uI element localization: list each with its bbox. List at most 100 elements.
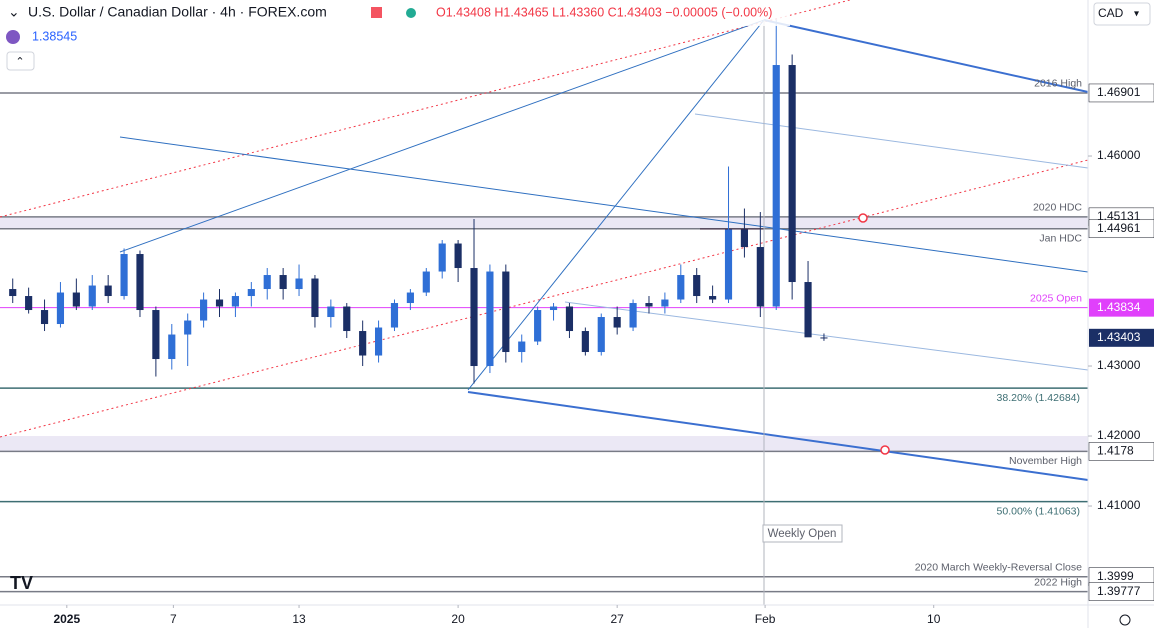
y-tick-label: 1.43000	[1097, 358, 1141, 372]
x-tick-label: 2025	[53, 612, 80, 626]
trend-line	[564, 301, 1089, 371]
candle-body	[661, 299, 669, 307]
y-tick-label: 1.42000	[1097, 428, 1141, 442]
candle-body	[390, 303, 399, 328]
level-label: 2025 Open	[1030, 292, 1082, 304]
candle-body	[613, 317, 621, 328]
back-icon[interactable]: ⌄	[8, 4, 20, 20]
settings-icon[interactable]	[1119, 614, 1131, 626]
trend-line	[119, 136, 1089, 273]
candle-body	[152, 310, 160, 360]
price-tag-label: 1.43834	[1097, 300, 1141, 314]
levels	[0, 92, 1088, 593]
level-label: 2022 High	[1034, 576, 1082, 588]
candle-body	[804, 282, 812, 338]
y-tick-label: 1.46000	[1097, 148, 1141, 162]
annotation-box	[762, 524, 843, 543]
candle-body	[422, 271, 430, 293]
candle-body	[231, 296, 239, 307]
level-label: 38.20% (1.42684)	[997, 392, 1080, 404]
candle-body	[359, 331, 367, 356]
price-tag-label: 1.4178	[1097, 444, 1134, 458]
candle-body	[597, 317, 605, 353]
collapse-button[interactable]	[6, 51, 35, 71]
price-tag	[1089, 298, 1154, 317]
price-tag	[1088, 582, 1154, 601]
marker	[858, 213, 868, 223]
last-price-tag	[1089, 328, 1154, 347]
indicator-icon[interactable]	[6, 30, 20, 44]
channel-line	[0, 0, 851, 218]
time-axis: 2025 7 13 20 27 Feb 10	[53, 605, 941, 626]
flag-icon[interactable]	[371, 7, 382, 18]
marker	[880, 445, 890, 455]
zone	[0, 436, 1088, 452]
candle-body	[502, 271, 510, 353]
candle-body	[88, 285, 96, 307]
candle-body	[184, 320, 192, 335]
candle-body	[534, 310, 542, 342]
price-tag-label: 1.3999	[1097, 569, 1134, 583]
x-tick-label: 7	[170, 612, 177, 626]
candle-body	[200, 299, 208, 321]
candle-body	[136, 254, 144, 311]
market-status	[406, 8, 416, 18]
level-labels: 2016 High 2020 HDC Jan HDC 2025 Open 38.20% …	[915, 78, 1083, 589]
currency-select[interactable]	[1093, 2, 1151, 26]
candle-body	[693, 275, 701, 297]
candle-body	[72, 292, 80, 307]
x-tick-label: 10	[927, 612, 941, 626]
candle-body	[565, 306, 574, 332]
price-tag-label: 1.39777	[1097, 584, 1141, 598]
candle-body	[168, 334, 176, 360]
level-label: Jan HDC	[1039, 233, 1082, 245]
trend-line	[694, 113, 1089, 169]
trend-line	[119, 19, 765, 253]
symbol-title[interactable]: U.S. Dollar / Canadian Dollar · 4h · FOR…	[28, 4, 327, 20]
candle-body	[581, 331, 589, 353]
last-price: 1.43403	[1097, 330, 1141, 344]
candle-body	[279, 275, 287, 290]
x-tick-label: 13	[292, 612, 306, 626]
candle-body	[9, 289, 17, 297]
candle-body	[327, 306, 335, 318]
candle-body	[263, 275, 271, 290]
candle-body	[454, 243, 462, 269]
candle-body	[406, 292, 414, 304]
candle-body	[25, 296, 33, 311]
candle-body	[518, 341, 526, 353]
level-label: 2020 March Weekly-Reversal Close	[915, 562, 1082, 574]
candle-body	[724, 229, 733, 300]
price-axis: 1.460001.430001.420001.410001.469011.451…	[1088, 83, 1154, 601]
currency-arrow[interactable]: ▾	[1134, 9, 1139, 20]
level-label: 2016 High	[1034, 78, 1082, 90]
candle-body	[677, 275, 685, 300]
channel-line	[0, 159, 1089, 438]
trend-line	[467, 391, 1089, 481]
candle-body	[788, 65, 796, 283]
collapse-icon[interactable]: ⌃	[15, 56, 24, 68]
currency[interactable]: CAD	[1098, 6, 1124, 20]
candle-body	[247, 289, 255, 297]
candle-body	[756, 247, 764, 307]
candle-body	[40, 310, 49, 325]
candle-body	[470, 268, 478, 367]
x-tick-label: 27	[610, 612, 624, 626]
annotation: Weekly Open	[768, 528, 837, 540]
logo[interactable]: TV	[10, 573, 33, 593]
zones	[0, 216, 1088, 452]
trend-line	[467, 19, 765, 391]
ohlc: O1.43408 H1.43465 L1.43360 C1.43403 −0.0…	[436, 5, 772, 19]
price-tag	[1088, 219, 1154, 239]
price-tag-label: 1.46901	[1097, 85, 1141, 99]
candle-body	[772, 65, 780, 307]
candle-body	[295, 278, 303, 290]
candle-body	[343, 306, 351, 332]
candle-body	[645, 303, 653, 307]
trend-line	[763, 19, 1089, 93]
level-label: 2020 HDC	[1033, 202, 1082, 214]
header-bg	[0, 0, 790, 26]
candles	[9, 19, 828, 384]
